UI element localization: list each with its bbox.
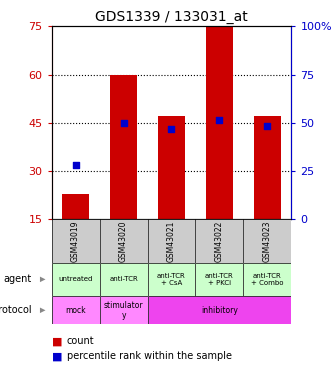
Text: GSM43019: GSM43019 bbox=[71, 220, 80, 262]
Bar bbox=[254, 116, 281, 219]
Text: ■: ■ bbox=[52, 351, 66, 361]
Bar bbox=[158, 116, 185, 219]
Text: GSM43021: GSM43021 bbox=[167, 220, 176, 262]
Bar bbox=[110, 75, 137, 219]
Text: anti-TCR: anti-TCR bbox=[109, 276, 138, 282]
Text: untreated: untreated bbox=[58, 276, 93, 282]
Text: inhibitory: inhibitory bbox=[201, 306, 238, 315]
Text: anti-TCR
+ PKCi: anti-TCR + PKCi bbox=[205, 273, 234, 286]
Text: GSM43022: GSM43022 bbox=[215, 220, 224, 262]
Text: ■: ■ bbox=[52, 336, 66, 346]
Text: GSM43023: GSM43023 bbox=[263, 220, 272, 262]
Text: agent: agent bbox=[3, 274, 32, 284]
Text: stimulator
y: stimulator y bbox=[104, 301, 143, 320]
Point bbox=[265, 123, 270, 129]
Text: anti-TCR
+ Combo: anti-TCR + Combo bbox=[251, 273, 284, 286]
Text: GSM43020: GSM43020 bbox=[119, 220, 128, 262]
Title: GDS1339 / 133031_at: GDS1339 / 133031_at bbox=[95, 10, 248, 24]
Text: percentile rank within the sample: percentile rank within the sample bbox=[67, 351, 231, 361]
Point bbox=[169, 126, 174, 132]
Text: protocol: protocol bbox=[0, 305, 32, 315]
Point bbox=[217, 117, 222, 123]
Point bbox=[121, 120, 126, 126]
Bar bbox=[62, 194, 89, 219]
Point bbox=[73, 162, 78, 168]
Text: count: count bbox=[67, 336, 94, 346]
Bar bbox=[206, 26, 233, 219]
Text: anti-TCR
+ CsA: anti-TCR + CsA bbox=[157, 273, 186, 286]
Text: mock: mock bbox=[65, 306, 86, 315]
